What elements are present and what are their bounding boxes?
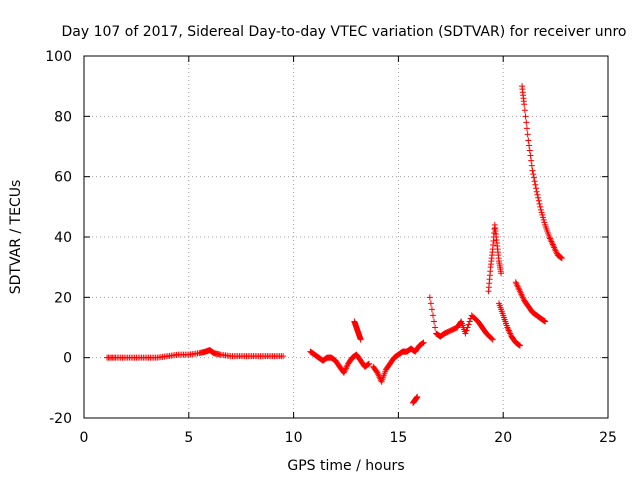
data-point [521, 107, 528, 114]
data-point [357, 336, 364, 343]
data-point [523, 125, 530, 132]
y-axis-label: SDTVAR / TECUs [8, 180, 24, 295]
data-point [540, 216, 547, 223]
data-point [529, 167, 536, 174]
series-mid-3 [370, 339, 427, 385]
data-point [558, 255, 565, 262]
data-point [373, 368, 380, 375]
data-point [532, 181, 539, 188]
data-point [516, 342, 523, 349]
data-point [537, 203, 544, 210]
data-point [533, 185, 540, 192]
data-point [536, 200, 543, 207]
data-point [537, 206, 544, 213]
data-point [522, 113, 529, 120]
y-tick-label: 100 [45, 49, 72, 65]
data-point [466, 318, 473, 325]
x-axis-label: GPS time / hours [287, 458, 404, 474]
y-tick-label: 20 [54, 290, 72, 306]
data-point [558, 254, 565, 261]
data-point [524, 131, 531, 138]
series-decay-1 [496, 300, 523, 349]
data-point [538, 209, 545, 216]
data-point [516, 342, 523, 349]
data-point [540, 317, 547, 324]
data-point [464, 324, 471, 331]
x-tick-label: 20 [494, 430, 512, 446]
data-point [463, 327, 470, 334]
data-point [531, 178, 538, 185]
data-point [488, 335, 495, 342]
data-point [541, 219, 548, 226]
data-point [280, 353, 287, 360]
data-point [530, 171, 537, 178]
data-point [498, 270, 505, 277]
data-point [419, 340, 426, 347]
data-point [426, 294, 433, 301]
chart-title: Day 107 of 2017, Sidereal Day-to-day VTE… [62, 24, 627, 40]
data-point [432, 324, 439, 331]
data-point [542, 318, 549, 325]
data-point [428, 306, 435, 313]
data-point [539, 211, 546, 218]
data-point [528, 162, 535, 169]
data-point [419, 340, 426, 347]
x-tick-label: 15 [389, 430, 407, 446]
data-points [104, 83, 565, 406]
data-point [420, 339, 427, 346]
data-point [526, 147, 533, 154]
data-point [489, 336, 496, 343]
series-spike-1 [485, 221, 505, 295]
series-rise-1 [426, 294, 496, 343]
data-point [427, 300, 434, 307]
x-tick-label: 10 [285, 430, 303, 446]
data-point [365, 361, 372, 368]
x-tick-label: 5 [184, 430, 193, 446]
series-flat-1 [104, 347, 287, 361]
x-axis-ticks: 0 5 10 15 20 25 [80, 56, 617, 446]
series-mid-1 [307, 348, 373, 376]
data-point [525, 137, 532, 144]
data-point [457, 319, 464, 326]
data-point [414, 393, 421, 400]
data-point [462, 330, 469, 337]
data-point [533, 188, 540, 195]
series-decay-3 [519, 83, 565, 262]
data-point [535, 197, 542, 204]
data-point [521, 101, 528, 108]
x-tick-label: 0 [80, 430, 89, 446]
y-tick-label: 0 [63, 351, 72, 367]
data-point [364, 361, 371, 368]
series-mid-4 [410, 393, 421, 406]
data-point [523, 119, 530, 126]
y-tick-label: -20 [49, 411, 72, 427]
y-tick-label: 40 [54, 230, 72, 246]
series-mid-2 [351, 318, 364, 343]
y-tick-label: 60 [54, 170, 72, 186]
data-point [541, 317, 548, 324]
y-axis-ticks: -20 0 20 40 60 80 100 [45, 49, 608, 427]
series-decay-2 [512, 279, 549, 325]
data-point [465, 321, 472, 328]
data-point [530, 174, 537, 181]
data-point [528, 157, 535, 164]
data-point [557, 254, 564, 261]
data-point [366, 360, 373, 367]
y-tick-label: 80 [54, 109, 72, 125]
data-point [515, 341, 522, 348]
data-point [431, 318, 438, 325]
x-tick-label: 25 [599, 430, 617, 446]
data-point [526, 142, 533, 149]
data-point [540, 214, 547, 221]
data-point [429, 312, 436, 319]
data-point [527, 152, 534, 159]
data-point [534, 191, 541, 198]
data-point [535, 194, 542, 201]
